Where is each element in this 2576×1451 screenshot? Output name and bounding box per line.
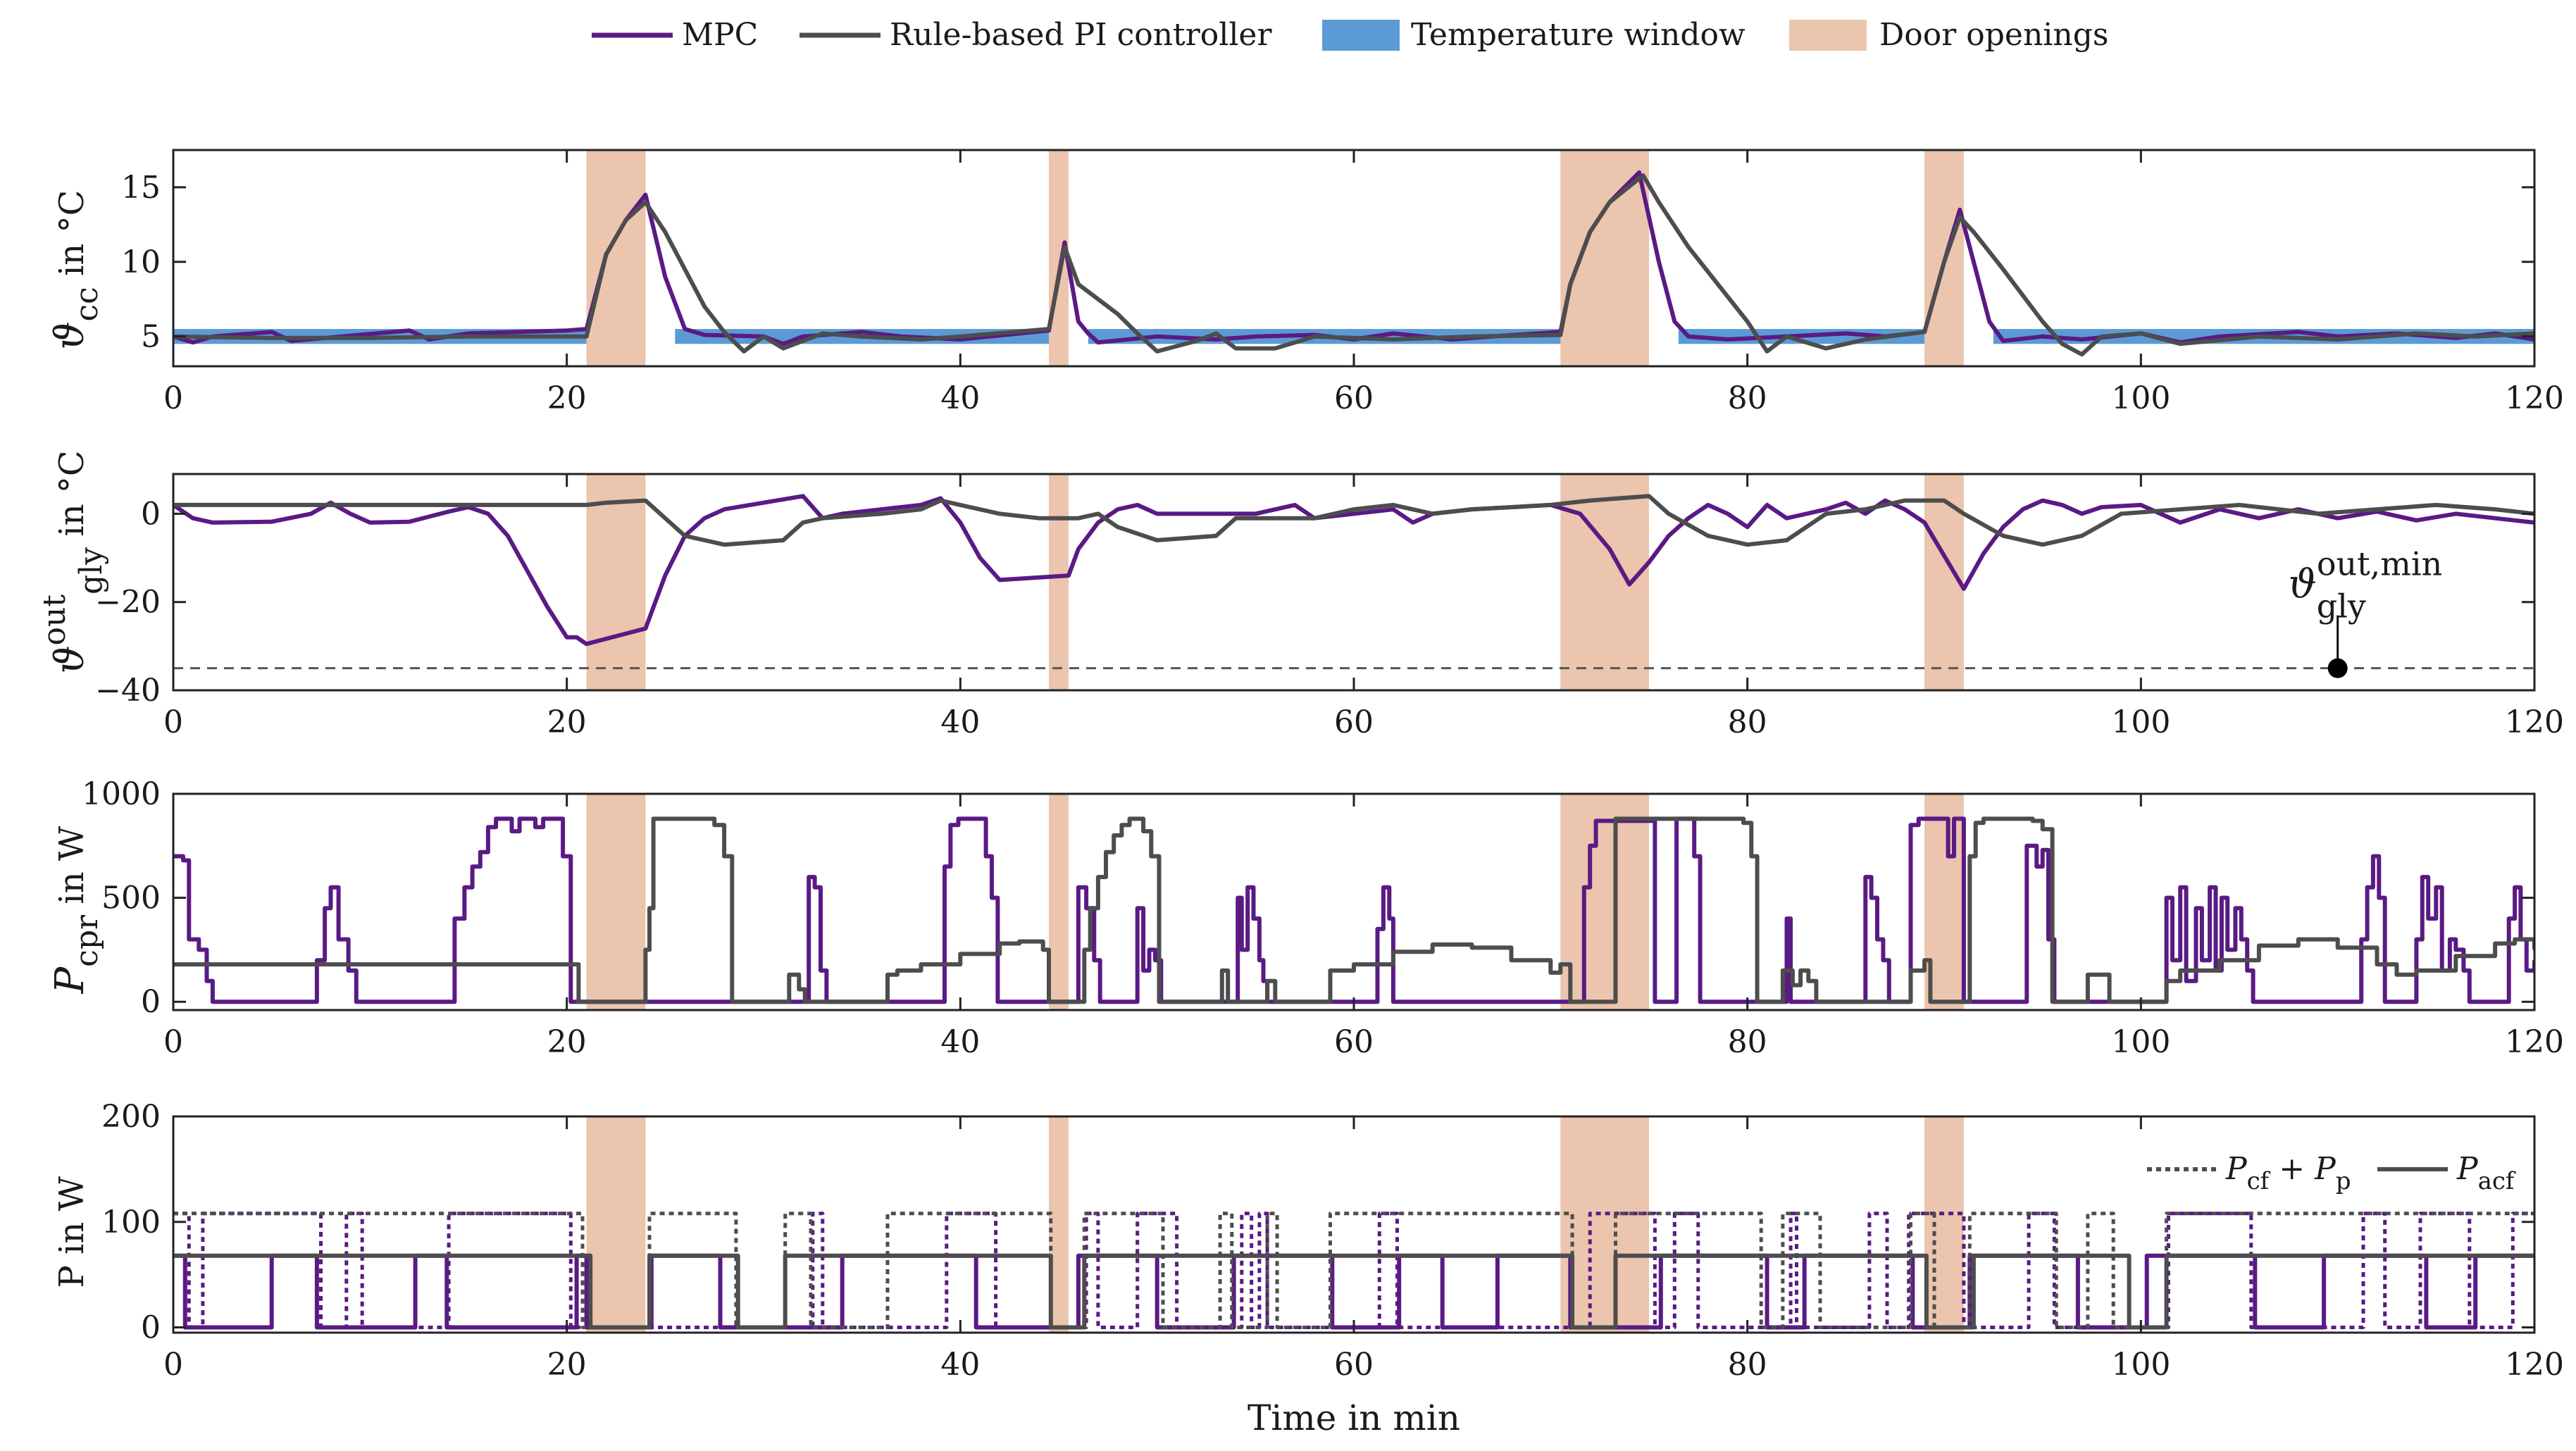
- y-axis-label: ϑoutgly in °C: [37, 450, 109, 673]
- y-tick-label: 0: [141, 984, 161, 1020]
- door-opening-band: [1049, 474, 1069, 690]
- x-axis-label: Time in min: [1247, 1397, 1460, 1438]
- y-axis-label: P in W: [52, 1176, 92, 1288]
- x-tick-label: 120: [2505, 380, 2564, 416]
- legend-door-swatch: [1789, 20, 1867, 51]
- series-group: [173, 816, 2534, 1004]
- x-tick-label: 60: [1334, 1024, 1374, 1060]
- y-tick-label: 15: [121, 170, 161, 206]
- limit-point: [2327, 658, 2348, 678]
- y-tick-label: 10: [121, 244, 161, 280]
- x-tick-label: 0: [163, 1024, 183, 1060]
- legend-window-swatch: [1322, 20, 1400, 51]
- x-tick-label: 100: [2111, 1347, 2170, 1383]
- series-group: [173, 494, 2534, 647]
- door-opening-band: [1049, 794, 1069, 1010]
- x-tick-label: 40: [940, 1347, 980, 1383]
- x-tick-label: 20: [547, 704, 587, 740]
- x-tick-label: 120: [2505, 1347, 2564, 1383]
- door-opening-band: [1560, 474, 1649, 690]
- door-opening-band: [586, 150, 646, 366]
- panel-gly: ϑglyout,min 0 20 40 60 80 100 120 −40 −20 0 ϑoutgly…: [37, 450, 2564, 740]
- x-tick-label: 100: [2111, 704, 2170, 740]
- y-tick-label: 200: [101, 1099, 161, 1135]
- series-line-pi: [173, 494, 2534, 547]
- series-group: [173, 170, 2534, 357]
- series-line-mpc: [173, 1212, 2534, 1329]
- x-tick-label: 20: [547, 1024, 587, 1060]
- x-tick-label: 40: [940, 1024, 980, 1060]
- series-line-pi: [173, 816, 2534, 1004]
- x-tick-label: 20: [547, 380, 587, 416]
- axis-frame: [172, 1115, 2536, 1334]
- door-opening-band: [1924, 1116, 1964, 1333]
- y-tick-label: 100: [101, 1204, 161, 1240]
- series-line-mpc: [173, 816, 2534, 1004]
- door-opening-band: [1560, 1116, 1649, 1333]
- limit-label: ϑglyout,min: [2289, 545, 2443, 625]
- x-tick-label: 40: [940, 704, 980, 740]
- y-tick-label: 0: [141, 496, 161, 532]
- y-tick-label: 500: [101, 880, 161, 916]
- series-line-mpc: [173, 494, 2534, 647]
- legend: MPC Rule-based PI controller Temperature…: [592, 17, 2108, 53]
- x-tick-label: 100: [2111, 1024, 2170, 1060]
- legend-dotted-label: Pcf + Pp: [2225, 1151, 2351, 1195]
- y-axis-label: ϑcc in °C: [47, 190, 105, 350]
- door-opening-band: [1560, 150, 1649, 366]
- legend-pi-label: Rule-based PI controller: [890, 17, 1272, 53]
- x-tick-label: 0: [163, 380, 183, 416]
- x-tick-label: 80: [1728, 1347, 1767, 1383]
- panel-p: 0 20 40 60 80 100 120 0 100 200 P in W Time in min P…: [52, 1099, 2564, 1438]
- x-tick-label: 120: [2505, 1024, 2564, 1060]
- x-tick-label: 100: [2111, 380, 2170, 416]
- series-group: [173, 1212, 2534, 1330]
- legend-solid-label: Pacf: [2456, 1151, 2516, 1195]
- y-tick-label: −40: [95, 673, 161, 709]
- y-tick-label: 0: [141, 1310, 161, 1346]
- legend-window-label: Temperature window: [1411, 17, 1746, 53]
- series-line-mpc: [173, 1253, 2534, 1330]
- series-line-pi: [173, 1253, 2534, 1330]
- door-opening-band: [586, 474, 646, 690]
- x-tick-label: 20: [547, 1347, 587, 1383]
- panel-cpr: 0 20 40 60 80 100 120 0 500 1000 Pcpr in W: [47, 776, 2564, 1060]
- x-tick-label: 40: [940, 380, 980, 416]
- series-line-pi: [173, 1212, 2534, 1329]
- door-opening-band: [586, 794, 646, 1010]
- x-tick-label: 80: [1728, 704, 1767, 740]
- x-tick-label: 80: [1728, 1024, 1767, 1060]
- series-line-mpc: [173, 170, 2534, 347]
- door-opening-band: [586, 1116, 646, 1333]
- panel-cc: 0 20 40 60 80 100 120 5 10 15 ϑcc in °C: [47, 149, 2564, 416]
- x-tick-label: 60: [1334, 380, 1374, 416]
- x-tick-label: 60: [1334, 1347, 1374, 1383]
- x-tick-label: 80: [1728, 380, 1767, 416]
- x-tick-label: 0: [163, 704, 183, 740]
- y-tick-label: 1000: [82, 776, 161, 812]
- legend-door-label: Door openings: [1879, 17, 2108, 53]
- legend-mpc-label: MPC: [682, 17, 758, 53]
- y-tick-label: −20: [95, 585, 161, 621]
- x-tick-label: 60: [1334, 704, 1374, 740]
- x-tick-label: 120: [2505, 704, 2564, 740]
- y-tick-label: 5: [141, 319, 161, 355]
- series-line-pi: [173, 173, 2534, 357]
- x-tick-label: 0: [163, 1347, 183, 1383]
- door-opening-band: [1560, 794, 1649, 1010]
- panel-legend: Pcf + Pp Pacf: [2147, 1151, 2516, 1195]
- y-axis-label: Pcpr in W: [47, 826, 105, 994]
